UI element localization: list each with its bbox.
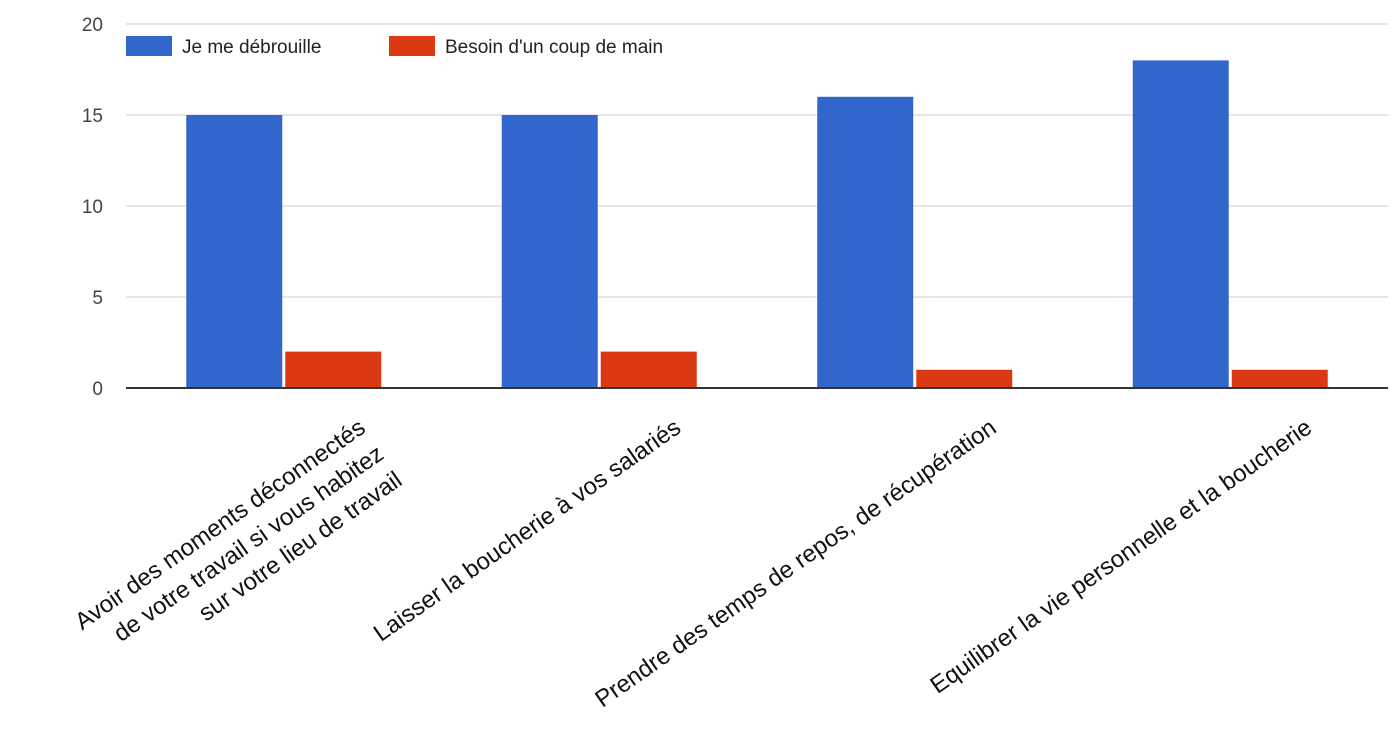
bar-je-me-debrouille [817, 96, 914, 389]
x-tick-label-line: de votre travail si vous habitez [109, 440, 389, 647]
y-tick-label: 5 [92, 288, 103, 309]
bar-je-me-debrouille [186, 115, 283, 388]
bar-besoin-coup-de-main [1231, 369, 1328, 388]
x-tick-label-line: Equilibrer la vie personnelle et la bouc… [925, 414, 1316, 699]
legend-label: Je me débrouille [182, 37, 321, 58]
y-axis-ticks: 0 5 10 15 20 [82, 15, 103, 400]
y-tick-label: 0 [92, 379, 103, 400]
x-tick-label-line: Laisser la boucherie à vos salariés [369, 414, 686, 647]
bar-besoin-coup-de-main [285, 351, 382, 388]
bar-besoin-coup-de-main [600, 351, 697, 388]
legend-swatch [126, 36, 172, 56]
y-tick-label: 20 [82, 15, 103, 36]
bar-je-me-debrouille [501, 115, 598, 388]
bar-besoin-coup-de-main [916, 369, 1013, 388]
bar-je-me-debrouille [1132, 60, 1229, 389]
x-tick-label: Laisser la boucherie à vos salariés [369, 414, 686, 647]
legend-label: Besoin d'un coup de main [445, 37, 663, 58]
y-tick-label: 10 [82, 197, 103, 218]
x-tick-label: Equilibrer la vie personnelle et la bouc… [925, 414, 1316, 699]
legend-swatch [389, 36, 435, 56]
x-axis-labels: Avoir des moments déconnectésde votre tr… [70, 414, 1317, 713]
x-tick-label: Avoir des moments déconnectésde votre tr… [70, 414, 407, 688]
y-tick-label: 15 [82, 106, 103, 127]
legend: Je me débrouille Besoin d'un coup de main [126, 36, 663, 58]
bars [186, 60, 1328, 389]
